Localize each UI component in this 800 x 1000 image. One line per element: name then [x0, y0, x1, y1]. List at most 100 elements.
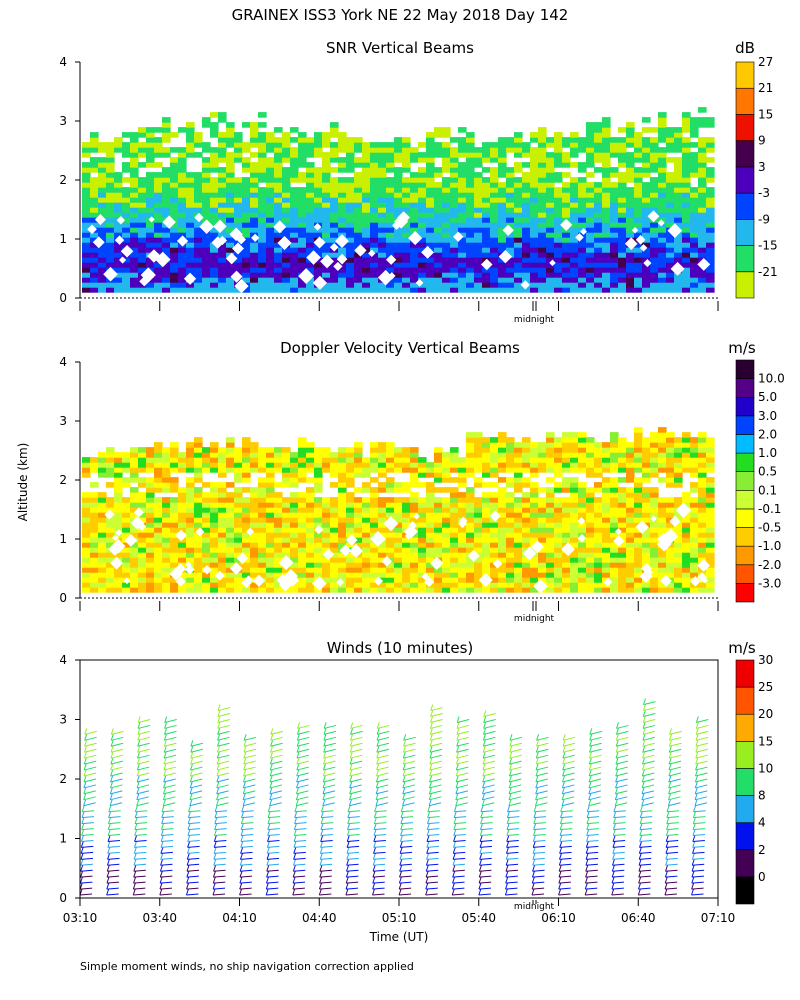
vel-cell: [378, 472, 387, 478]
snr-cell: [562, 257, 571, 263]
snr-cell: [538, 192, 547, 198]
vel-cell: [570, 522, 579, 528]
snr-cell: [578, 277, 587, 283]
snr-cell: [506, 167, 515, 173]
vel-cell: [122, 507, 131, 513]
snr-cell: [466, 247, 475, 253]
vel-cell: [210, 462, 219, 468]
snr-cell: [466, 277, 475, 283]
snr-cell: [610, 242, 619, 248]
vel-gap: [467, 549, 480, 562]
snr-gap: [251, 233, 260, 242]
vel-cell: [106, 517, 115, 523]
vel-cell: [354, 577, 363, 583]
snr-cell: [322, 237, 331, 243]
vel-cell: [530, 502, 539, 508]
snr-cell: [594, 137, 603, 143]
vel-cell: [650, 577, 659, 583]
snr-cell: [458, 167, 467, 173]
snr-cell: [386, 177, 395, 183]
snr-cell: [522, 217, 531, 223]
vel-cell: [426, 482, 435, 488]
vel-cell: [458, 567, 467, 573]
snr-cell: [218, 132, 227, 138]
vel-cell: [570, 552, 579, 558]
vel-cell: [266, 517, 275, 523]
snr-cell: [530, 217, 539, 223]
snr-cell: [514, 162, 523, 168]
snr-cell: [402, 257, 411, 263]
snr-cell: [442, 152, 451, 158]
vel-cell: [562, 527, 571, 533]
vel-colorbar-label: -3.0: [758, 576, 781, 590]
snr-cell: [610, 187, 619, 193]
snr-cell: [410, 277, 419, 283]
snr-cell: [154, 277, 163, 283]
vel-gap: [276, 573, 290, 587]
snr-cell: [194, 282, 203, 288]
snr-cell: [618, 222, 627, 228]
vel-cell: [122, 587, 131, 593]
vel-cell: [530, 512, 539, 518]
vel-cell: [442, 547, 451, 553]
vel-cell: [106, 567, 115, 573]
vel-cell: [634, 452, 643, 458]
vel-cell: [322, 572, 331, 578]
vel-cell: [506, 557, 515, 563]
snr-cell: [330, 227, 339, 233]
snr-cell: [522, 177, 531, 183]
vel-cell: [282, 482, 291, 488]
vel-cell: [386, 497, 395, 503]
snr-cell: [130, 252, 139, 258]
snr-cell: [154, 222, 163, 228]
snr-cell: [522, 197, 531, 203]
snr-cell: [530, 132, 539, 138]
vel-cell: [706, 502, 715, 508]
vel-cell: [682, 497, 691, 503]
vel-cell: [346, 572, 355, 578]
vel-cell: [170, 502, 179, 508]
snr-cell: [194, 152, 203, 158]
vel-cell: [546, 552, 555, 558]
snr-cell: [130, 177, 139, 183]
vel-cell: [106, 452, 115, 458]
snr-cell: [586, 192, 595, 198]
snr-cell: [674, 147, 683, 153]
snr-cell: [666, 157, 675, 163]
vel-colorbar-label: 1.0: [758, 446, 777, 460]
snr-cell: [570, 147, 579, 153]
vel-cell: [698, 552, 707, 558]
vel-cell: [154, 577, 163, 583]
vel-cell: [570, 487, 579, 493]
vel-cell: [338, 462, 347, 468]
vel-cell: [162, 537, 171, 543]
vel-cell: [578, 462, 587, 468]
snr-cell: [186, 122, 195, 128]
snr-cell: [434, 192, 443, 198]
vel-cell: [514, 587, 523, 593]
snr-cell: [194, 192, 203, 198]
vel-cell: [434, 477, 443, 483]
snr-cell: [586, 142, 595, 148]
vel-cell: [522, 497, 531, 503]
vel-cell: [634, 502, 643, 508]
snr-cell: [338, 227, 347, 233]
snr-cell: [290, 152, 299, 158]
snr-cell: [530, 272, 539, 278]
vel-cell: [498, 572, 507, 578]
vel-cell: [626, 582, 635, 588]
vel-cell: [474, 467, 483, 473]
y-axis-label: Altitude (km): [16, 443, 30, 522]
snr-cell: [306, 247, 315, 253]
vel-cell: [642, 497, 651, 503]
vel-cell: [82, 462, 91, 468]
vel-cell: [274, 552, 283, 558]
vel-gap: [675, 502, 692, 518]
vel-cell: [266, 482, 275, 488]
vel-cell: [290, 482, 299, 488]
vel-cell: [330, 457, 339, 463]
vel-cell: [594, 522, 603, 528]
vel-cell: [266, 472, 275, 478]
snr-cell: [402, 192, 411, 198]
vel-cell: [474, 447, 483, 453]
